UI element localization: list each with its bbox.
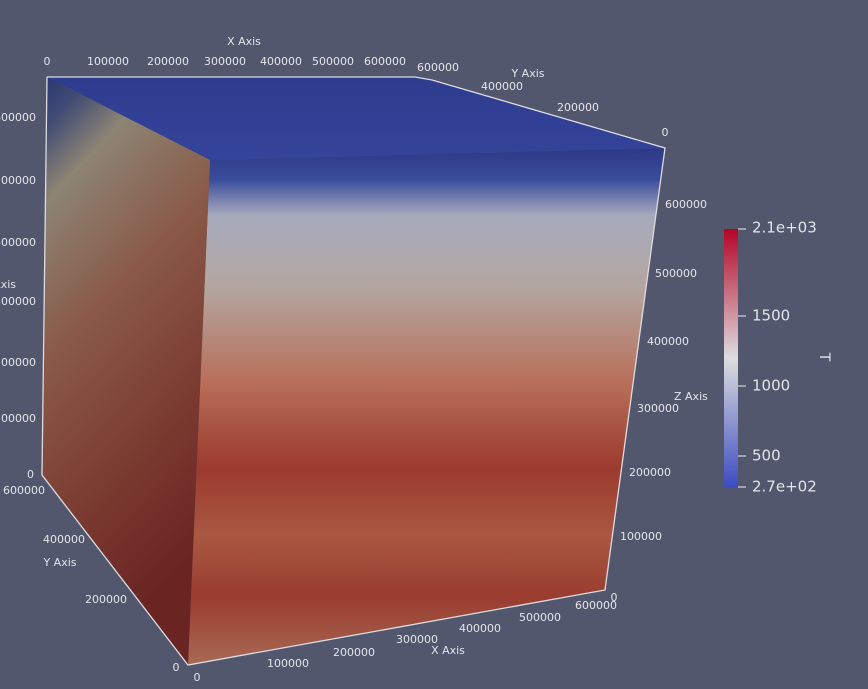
tick-label: 200000: [0, 356, 36, 369]
tick-label: 200000: [557, 101, 599, 114]
tick-label: 500000: [519, 611, 561, 624]
tick-label: 200000: [85, 593, 127, 606]
tick-label: 600000: [0, 111, 36, 124]
axis-title: X Axis: [227, 35, 261, 48]
tick-label: 400000: [0, 236, 36, 249]
tick-label: 400000: [43, 533, 85, 546]
colorbar-label: 2.1e+03: [752, 219, 817, 237]
tick-label: 0: [662, 126, 669, 139]
colorbar-label: 2.7e+02: [752, 478, 817, 496]
tick-label: 300000: [0, 295, 36, 308]
tick-label: 400000: [481, 80, 523, 93]
tick-label: 100000: [267, 657, 309, 670]
colorbar: [724, 229, 738, 487]
axis-title: Y Axis: [510, 67, 544, 80]
cube-left: [42, 77, 210, 665]
tick-label: 100000: [87, 55, 129, 68]
colorbar-label: 500: [752, 447, 781, 465]
tick-label: 300000: [204, 55, 246, 68]
colorbar-label: 1000: [752, 377, 790, 395]
axis-title: Y Axis: [42, 556, 76, 569]
tick-label: 200000: [147, 55, 189, 68]
tick-label: 0: [27, 468, 34, 481]
tick-label: 0: [611, 591, 618, 604]
tick-label: 300000: [396, 633, 438, 646]
tick-label: 0: [194, 671, 201, 684]
tick-label: 500000: [655, 267, 697, 280]
tick-label: 200000: [629, 466, 671, 479]
axis-title: X Axis: [431, 644, 465, 657]
tick-label: 600000: [665, 198, 707, 211]
tick-label: 100000: [0, 412, 36, 425]
axis-title: Axis: [0, 278, 16, 291]
colorbar-label: 1500: [752, 307, 790, 325]
tick-label: 500000: [0, 174, 36, 187]
cube-top: [47, 77, 665, 160]
cube-front: [188, 148, 665, 665]
tick-label: 600000: [3, 484, 45, 497]
tick-label: 400000: [459, 622, 501, 635]
tick-label: 300000: [637, 402, 679, 415]
tick-label: 600000: [575, 599, 617, 612]
tick-label: 400000: [260, 55, 302, 68]
colorbar-title: T: [816, 352, 832, 362]
tick-label: 100000: [620, 530, 662, 543]
tick-label: 0: [173, 661, 180, 674]
tick-label: 600000: [417, 61, 459, 74]
tick-label: 0: [44, 55, 51, 68]
axis-lines: [41, 76, 666, 666]
colorbar-ticks: [738, 228, 746, 488]
tick-label: 600000: [364, 55, 406, 68]
axis-title: Z Axis: [674, 390, 708, 403]
tick-label: 500000: [312, 55, 354, 68]
tick-label: 400000: [647, 335, 689, 348]
tick-label: 200000: [333, 646, 375, 659]
